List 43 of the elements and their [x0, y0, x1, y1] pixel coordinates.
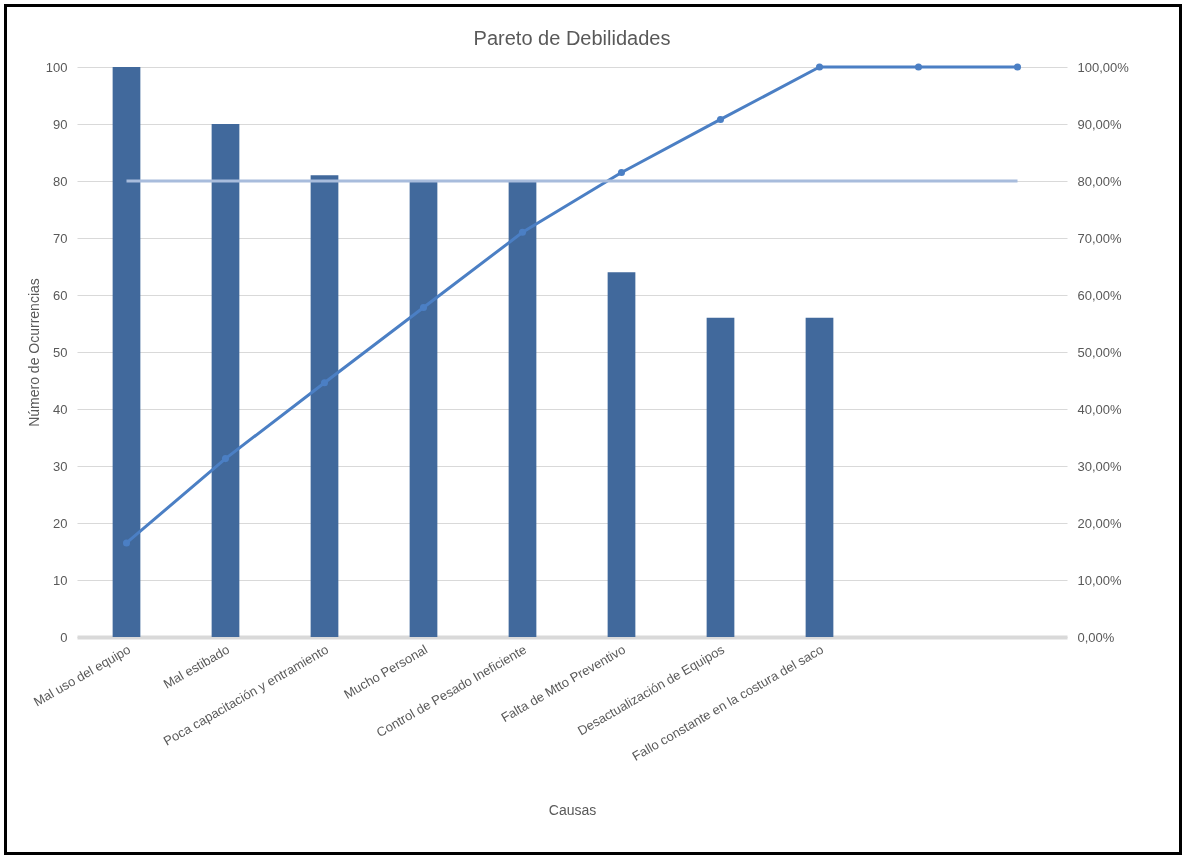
point	[617, 168, 626, 176]
point	[122, 539, 131, 547]
chart-title: Pareto de Debilidades	[473, 27, 671, 49]
point	[320, 379, 329, 387]
point	[815, 63, 824, 71]
bar	[805, 317, 834, 637]
bar	[112, 67, 141, 637]
point	[716, 115, 725, 123]
point	[914, 63, 923, 71]
y2-tick-label: 40,00%	[1077, 401, 1123, 417]
point	[518, 228, 527, 236]
bar	[508, 181, 537, 637]
bar	[706, 317, 735, 637]
y2-tick-label: 60,00%	[1077, 287, 1123, 303]
y2-tick-label: 10,00%	[1077, 572, 1123, 588]
point	[419, 304, 428, 312]
y2-tick-label: 0,00%	[1077, 629, 1115, 645]
y2-tick-label: 100,00%	[1077, 59, 1130, 75]
y-tick-label: 100	[45, 59, 68, 75]
y2-tick-label: 30,00%	[1077, 458, 1123, 474]
y2-tick-label: 50,00%	[1077, 344, 1123, 360]
y-tick-label: 50	[53, 344, 68, 360]
y-tick-label: 10	[53, 572, 68, 588]
y-axis-title: Número de Ocurrencias	[25, 278, 42, 427]
y-tick-label: 30	[53, 458, 68, 474]
point	[1013, 63, 1022, 71]
bar	[310, 175, 339, 637]
y2-tick-label: 20,00%	[1077, 515, 1123, 531]
bar	[211, 124, 240, 637]
bar	[607, 272, 636, 637]
y-tick-label: 20	[53, 515, 68, 531]
y-tick-label: 40	[53, 401, 68, 417]
y-tick-label: 0	[60, 629, 68, 645]
x-axis-title: Causas	[548, 801, 597, 818]
y-tick-label: 70	[53, 230, 68, 246]
y2-tick-label: 90,00%	[1077, 116, 1123, 132]
y-tick-label: 60	[53, 287, 68, 303]
y-tick-label: 80	[53, 173, 68, 189]
y2-tick-label: 80,00%	[1077, 173, 1123, 189]
y2-tick-label: 70,00%	[1077, 230, 1123, 246]
point	[221, 455, 230, 463]
y-tick-label: 90	[53, 116, 68, 132]
bar	[409, 181, 438, 637]
